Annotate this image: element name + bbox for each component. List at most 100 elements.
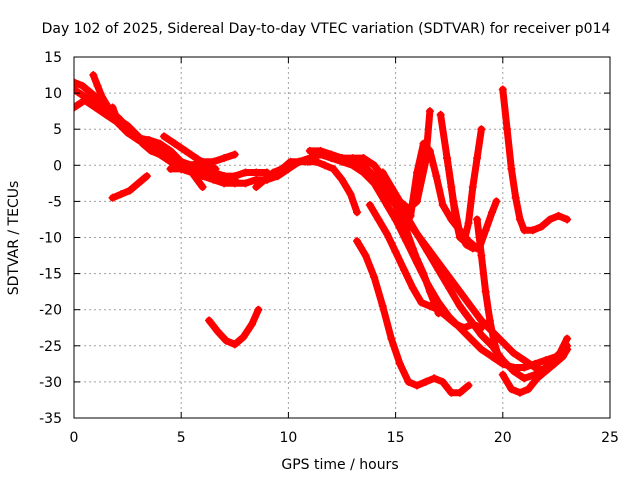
- data-point: [434, 305, 443, 314]
- data-point: [327, 150, 336, 159]
- data-point: [545, 215, 554, 224]
- data-point: [87, 89, 96, 98]
- data-point: [421, 377, 430, 386]
- data-point: [230, 340, 239, 349]
- data-point: [97, 92, 106, 101]
- data-point: [528, 226, 537, 235]
- series-line: [499, 86, 571, 234]
- data-point: [177, 157, 186, 166]
- data-point: [320, 161, 329, 170]
- data-point: [413, 168, 422, 177]
- y-tick-label: -20: [39, 303, 62, 319]
- data-point: [406, 211, 415, 220]
- data-point: [125, 186, 134, 195]
- data-point: [443, 312, 452, 321]
- data-point: [537, 222, 546, 231]
- series-line: [74, 96, 239, 184]
- data-point: [134, 179, 143, 188]
- data-point: [241, 179, 250, 188]
- data-point: [451, 320, 460, 329]
- data-point: [213, 327, 222, 336]
- data-point: [160, 132, 169, 141]
- data-point: [74, 85, 78, 94]
- data-point: [155, 139, 164, 148]
- data-point: [468, 182, 477, 191]
- data-point: [438, 377, 447, 386]
- data-point: [563, 215, 572, 224]
- data-point: [80, 96, 89, 105]
- y-tick-label: -10: [39, 231, 62, 247]
- data-point: [112, 114, 121, 123]
- data-point: [563, 345, 572, 354]
- data-point: [511, 193, 520, 202]
- data-point: [391, 247, 400, 256]
- plot-area: [74, 71, 572, 397]
- series-arc-23: [498, 85, 572, 235]
- data-point: [436, 110, 445, 119]
- y-tick-label: 10: [44, 86, 62, 102]
- y-tick-label: 0: [53, 158, 62, 174]
- data-point: [305, 146, 314, 155]
- data-point: [252, 182, 261, 191]
- data-point: [455, 302, 464, 311]
- data-point: [316, 146, 325, 155]
- data-point: [423, 247, 432, 256]
- data-point: [359, 154, 368, 163]
- data-point: [515, 215, 524, 224]
- data-point: [361, 251, 370, 260]
- data-point: [89, 71, 98, 80]
- data-point: [391, 215, 400, 224]
- data-point: [125, 128, 134, 137]
- data-point: [155, 150, 164, 159]
- data-point: [387, 334, 396, 343]
- data-point: [530, 363, 539, 372]
- x-axis-label: GPS time / hours: [281, 457, 398, 473]
- data-point: [353, 237, 362, 246]
- data-point: [138, 136, 147, 145]
- data-point: [550, 359, 559, 368]
- axes: 0 5 10 15 20 25 15 10 5 0 -5 -10 -15 -20 -25 -30 -35: [39, 50, 619, 446]
- data-point: [558, 352, 567, 361]
- series-arc-11: [252, 157, 362, 217]
- data-point: [425, 302, 434, 311]
- data-point: [498, 338, 507, 347]
- data-point: [434, 265, 443, 274]
- data-point: [451, 215, 460, 224]
- data-point: [365, 201, 374, 210]
- data-point: [147, 139, 156, 148]
- y-tick-label: -5: [48, 194, 62, 210]
- data-point: [477, 251, 486, 260]
- data-point: [477, 330, 486, 339]
- data-point: [425, 146, 434, 155]
- data-point: [413, 381, 422, 390]
- data-point: [241, 168, 250, 177]
- data-point: [187, 161, 196, 170]
- data-point: [166, 146, 175, 155]
- data-point: [443, 154, 452, 163]
- data-point: [202, 161, 211, 170]
- data-point: [209, 175, 218, 184]
- data-point: [503, 125, 512, 134]
- series-line: [252, 158, 361, 216]
- y-tick-label: -25: [39, 339, 62, 355]
- data-point: [117, 121, 126, 130]
- series-arc-16: [365, 201, 486, 332]
- series-arc-17: [353, 237, 473, 397]
- plot-frame: [73, 56, 611, 419]
- data-point: [464, 381, 473, 390]
- data-point: [370, 273, 379, 282]
- data-point: [413, 229, 422, 238]
- data-point: [378, 168, 387, 177]
- data-point: [425, 107, 434, 116]
- data-point: [220, 172, 229, 181]
- data-point: [473, 154, 482, 163]
- data-point: [284, 164, 293, 173]
- data-point: [130, 132, 139, 141]
- data-point: [305, 154, 314, 163]
- data-point: [447, 388, 456, 397]
- y-tick-label: 15: [44, 50, 62, 66]
- data-point: [370, 172, 379, 181]
- data-point: [473, 215, 482, 224]
- data-point: [395, 359, 404, 368]
